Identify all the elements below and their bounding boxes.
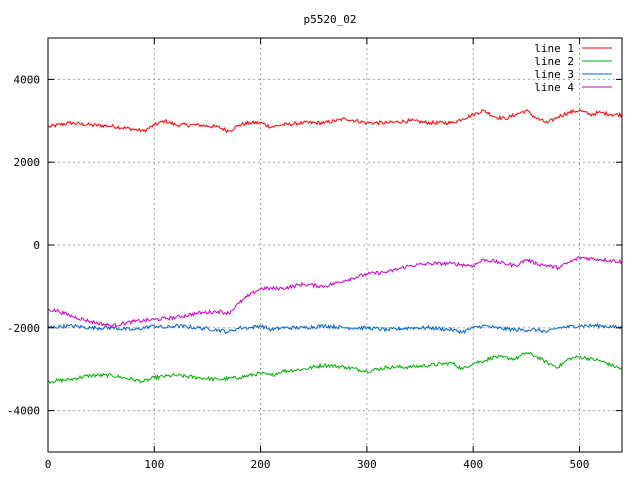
axis-ticks: 0 100 200 300 400 500 -4000 -2000 0 2000 4000: [7, 38, 622, 471]
legend-label: line 3: [534, 68, 574, 81]
series-line-1: [47, 108, 623, 134]
series-line-2: [47, 351, 623, 385]
y-tick-label: -4000: [7, 405, 40, 418]
legend-label: line 4: [534, 81, 574, 94]
x-tick-label: 500: [570, 458, 590, 471]
x-tick-label: 400: [463, 458, 483, 471]
y-tick-label: 0: [33, 239, 40, 252]
y-tick-label: 4000: [14, 73, 41, 86]
x-tick-label: 300: [357, 458, 377, 471]
series-lines: [47, 108, 623, 385]
chart-title: p5520_02: [304, 13, 357, 26]
legend-label: line 2: [534, 55, 574, 68]
x-tick-label: 200: [251, 458, 271, 471]
x-tick-label: 0: [45, 458, 52, 471]
grid: [48, 38, 622, 452]
series-line-3: [47, 322, 623, 335]
series-line-4: [47, 256, 623, 329]
y-tick-label: 2000: [14, 156, 41, 169]
x-tick-label: 100: [144, 458, 164, 471]
y-tick-label: -2000: [7, 322, 40, 335]
legend-label: line 1: [534, 42, 574, 55]
